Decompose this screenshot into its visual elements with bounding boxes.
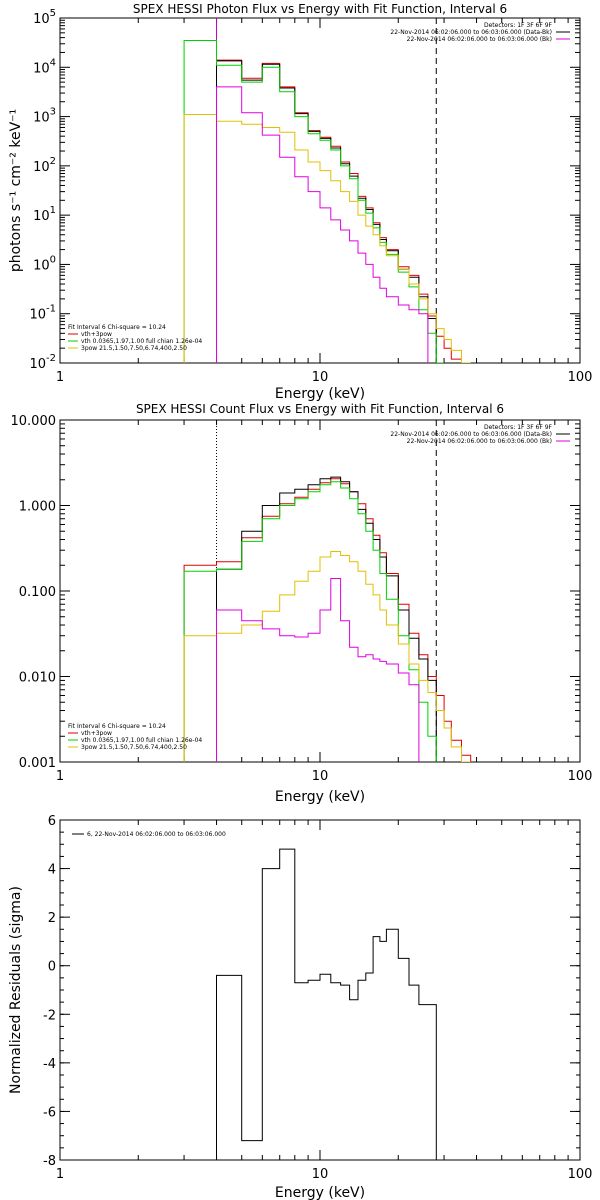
legend-entry: 22-Nov-2014 06:02:06.000 to 06:03:06.000… xyxy=(407,438,552,445)
y-axis-label: Normalized Residuals (sigma) xyxy=(8,886,24,1094)
series-line-4 xyxy=(183,551,471,762)
plot-frame xyxy=(59,419,581,763)
y-tick-label: 0.100 xyxy=(19,585,56,600)
x-tick-label: 10 xyxy=(312,370,329,385)
series-line-3 xyxy=(183,40,445,363)
series-line-5 xyxy=(216,578,420,762)
chart-panel-1: SPEX HESSI Photon Flux vs Energy with Fi… xyxy=(8,2,592,402)
y-tick-label: 10-1 xyxy=(29,304,56,323)
legend-entry: 3pow 21.5,1.50,7.50,6.74,400,2.50 xyxy=(81,744,187,751)
y-tick-label: -8 xyxy=(43,1154,56,1169)
chart-panel-2: SPEX HESSI Count Flux vs Energy with Fit… xyxy=(11,402,593,805)
y-tick-label: 1.000 xyxy=(19,500,56,515)
series-line-2 xyxy=(216,476,437,762)
y-tick-label: 103 xyxy=(33,107,56,126)
legend-entry: vth 0.0365,1.97,1.00 full chian 1.26e-04 xyxy=(81,338,202,345)
y-tick-label: 10.000 xyxy=(11,414,57,429)
legend-entry: Detectors: 1F 3F 6F 9F xyxy=(484,424,553,431)
y-tick-label: 10-2 xyxy=(29,353,56,372)
y-tick-label: 0.001 xyxy=(19,756,56,771)
series-line-1 xyxy=(216,59,472,363)
x-tick-label: 100 xyxy=(568,1167,593,1182)
y-axis-label: photons s⁻¹ cm⁻² keV⁻¹ xyxy=(8,109,24,272)
legend-entry: 6, 22-Nov-2014 06:02:06.000 to 06:03:06.… xyxy=(87,831,226,838)
chart-panel-3: 1 10 100 -8 -6 -4 -2 0 2 4 6 Energy (keV) Normalized… xyxy=(8,814,592,1200)
y-tick-label: 6 xyxy=(48,814,56,829)
y-tick-label: 0 xyxy=(48,960,56,975)
legend-entry: Detectors: 1F 3F 6F 9F xyxy=(484,22,553,29)
plot-frame xyxy=(59,17,581,364)
chart-title: SPEX HESSI Photon Flux vs Energy with Fi… xyxy=(133,2,507,16)
y-tick-label: 101 xyxy=(33,205,56,224)
legend-entry: 22-Nov-2014 06:02:06.000 to 06:03:06.000… xyxy=(407,36,552,43)
y-tick-label: 2 xyxy=(48,911,56,926)
legend-entry: 22-Nov-2014 06:02:06.000 to 06:03:06.000… xyxy=(390,29,552,36)
legend-entry: 22-Nov-2014 06:02:06.000 to 06:03:06.000… xyxy=(390,431,552,438)
plot-frame xyxy=(59,819,581,1161)
chart-title: SPEX HESSI Count Flux vs Energy with Fit… xyxy=(136,402,504,416)
x-axis-label: Energy (keV) xyxy=(275,386,365,402)
series-line-3 xyxy=(183,481,437,762)
legend-header: Fit Interval 6 Chi-square = 10.24 xyxy=(68,324,166,331)
legend-entry: vth 0.0365,1.97,1.00 full chian 1.26e-04 xyxy=(81,737,202,744)
x-tick-label: 1 xyxy=(56,1167,64,1182)
x-tick-label: 10 xyxy=(312,1167,329,1182)
y-tick-label: 4 xyxy=(48,863,56,878)
y-tick-label: 105 xyxy=(33,8,56,27)
series-line-2 xyxy=(216,60,437,363)
x-tick-label: 100 xyxy=(568,769,593,784)
legend-entry: vth+3pow xyxy=(81,730,112,737)
legend-entry: vth+3pow xyxy=(81,331,112,338)
y-tick-label: 100 xyxy=(33,254,56,273)
series-line-5 xyxy=(216,86,429,363)
y-tick-label: 104 xyxy=(33,57,56,76)
x-axis-label: Energy (keV) xyxy=(275,1185,365,1200)
series-line-1 xyxy=(216,848,437,1160)
x-tick-label: 100 xyxy=(568,370,593,385)
y-tick-label: 0.010 xyxy=(19,671,56,686)
x-axis-label: Energy (keV) xyxy=(275,789,365,805)
y-tick-label: -2 xyxy=(43,1008,56,1023)
x-tick-label: 10 xyxy=(312,769,329,784)
y-tick-label: -6 xyxy=(43,1105,56,1120)
series-line-4 xyxy=(183,114,471,363)
legend-entry: 3pow 21.5,1.50,7.50,6.74,400,2.50 xyxy=(81,345,187,352)
legend-header: Fit Interval 6 Chi-square = 10.24 xyxy=(68,723,166,730)
y-tick-label: 102 xyxy=(33,156,56,175)
x-tick-label: 1 xyxy=(56,769,64,784)
y-tick-label: -4 xyxy=(43,1057,56,1072)
x-tick-label: 1 xyxy=(56,370,64,385)
